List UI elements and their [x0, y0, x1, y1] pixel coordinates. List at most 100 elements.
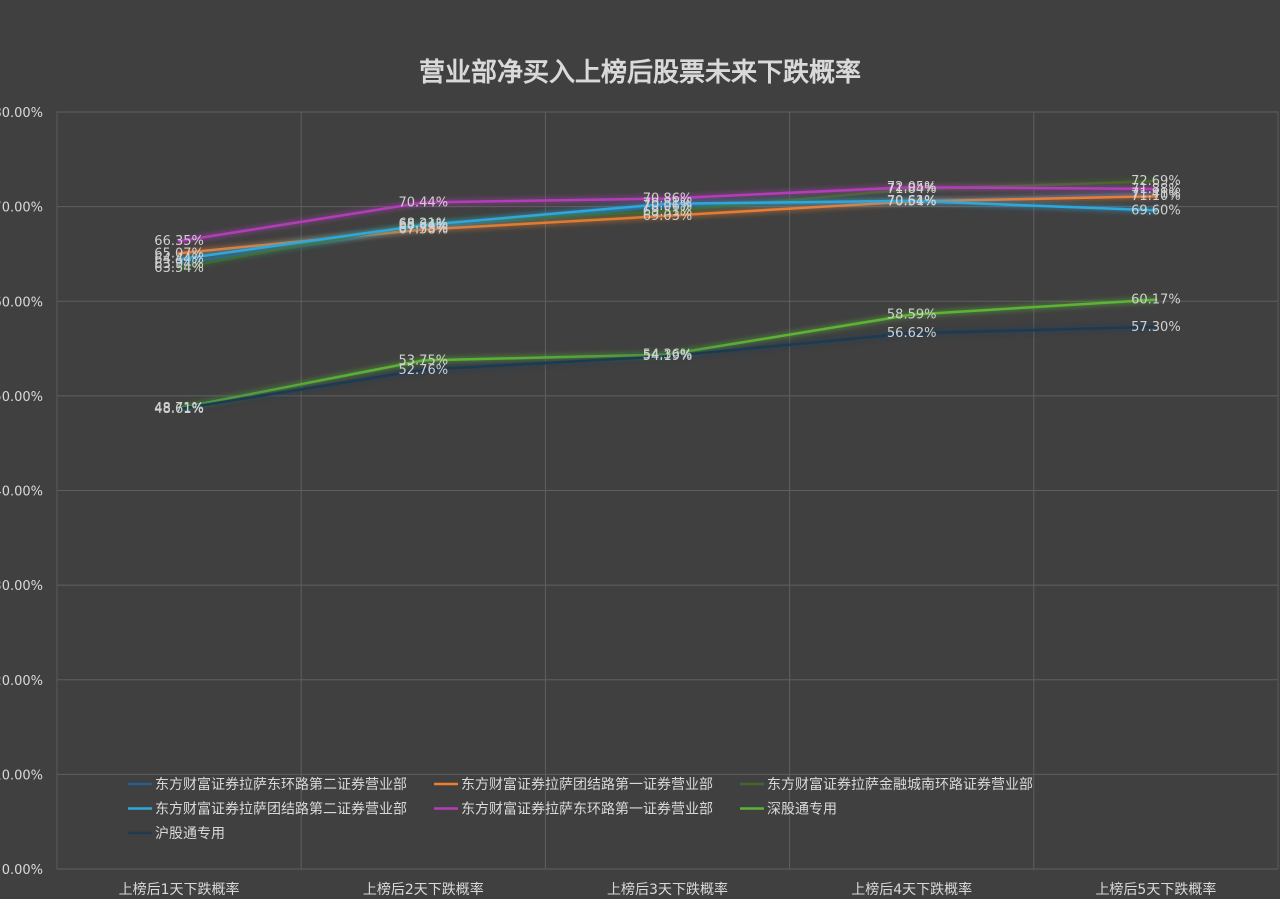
data-label: 56.62% [887, 326, 937, 341]
y-axis: 0.00% 10.00% 20.00% 30.00% 40.00% 50.00% 60.00… [0, 106, 43, 878]
legend-label: 东方财富证券拉萨团结路第二证券营业部 [155, 801, 407, 818]
data-point [421, 223, 425, 227]
y-tick-label: 10.00% [0, 768, 43, 783]
legend-label: 东方财富证券拉萨东环路第一证券营业部 [461, 801, 713, 818]
data-point [910, 185, 914, 189]
data-label: 72.05% [887, 180, 937, 195]
data-label: 53.75% [399, 353, 449, 368]
y-tick-label: 80.00% [0, 106, 43, 121]
data-point [1154, 191, 1158, 195]
data-label: 70.61% [887, 194, 937, 209]
data-point [910, 199, 914, 203]
legend-label: 东方财富证券拉萨东环路第二证券营业部 [155, 776, 407, 793]
data-label: 48.71% [154, 401, 204, 416]
legend-item[interactable]: 深股通专用 [740, 802, 837, 818]
data-label: 70.61% [887, 194, 937, 209]
legend-item[interactable]: 沪股通专用 [128, 826, 225, 842]
data-label: 68.64% [399, 218, 449, 233]
x-axis: 上榜后1天下跌概率 上榜后2天下跌概率 上榜后3天下跌概率 上榜后4天下跌概率 上榜后5… [119, 881, 1217, 898]
grid [56, 111, 1279, 870]
data-point [177, 239, 181, 243]
legend-item[interactable]: 东方财富证券拉萨东环路第一证券营业部 [434, 801, 713, 818]
data-point [1154, 187, 1158, 191]
data-label: 70.31% [643, 197, 693, 212]
y-tick-label: 0.00% [2, 863, 43, 878]
data-label: 71.10% [1131, 189, 1181, 204]
data-point [177, 266, 181, 270]
data-label: 68.21% [399, 217, 449, 232]
data-label: 70.54% [887, 195, 937, 210]
legend-label: 深股通专用 [767, 802, 837, 818]
data-label: 52.76% [399, 363, 449, 378]
data-label: 57.30% [1131, 320, 1181, 335]
data-point [421, 358, 425, 362]
series-group [177, 179, 1158, 411]
data-label: 65.07% [154, 246, 204, 261]
data-label: 71.88% [1131, 182, 1181, 197]
y-tick-label: 70.00% [0, 201, 43, 216]
data-point [910, 331, 914, 335]
data-point [421, 200, 425, 204]
legend: 东方财富证券拉萨东环路第二证券营业部 东方财富证券拉萨团结路第一证券营业部 东方财富… [128, 776, 1033, 842]
data-point [666, 214, 669, 218]
legend-label: 沪股通专用 [155, 826, 225, 842]
legend-item[interactable]: 东方财富证券拉萨团结路第二证券营业部 [128, 801, 407, 818]
data-label: 70.86% [643, 191, 693, 206]
x-tick-label: 上榜后4天下跌概率 [851, 881, 972, 898]
y-tick-label: 50.00% [0, 390, 43, 405]
data-point [666, 209, 669, 213]
y-tick-label: 30.00% [0, 579, 43, 594]
data-label: 71.41% [1131, 186, 1181, 201]
data-label: 71.84% [887, 182, 937, 197]
data-label: 70.44% [399, 195, 449, 210]
data-point [666, 202, 669, 206]
data-label: 72.69% [1131, 174, 1181, 189]
data-point [1154, 179, 1158, 183]
x-tick-label: 上榜后3天下跌概率 [607, 881, 728, 898]
data-point [177, 407, 181, 411]
data-label: 69.60% [1131, 203, 1181, 218]
y-tick-label: 40.00% [0, 485, 43, 500]
data-label: 70.06% [643, 199, 693, 214]
x-tick-label: 上榜后1天下跌概率 [119, 881, 240, 898]
chart-title: 营业部净买入上榜后股票未来下跌概率 [419, 57, 861, 88]
data-point [666, 196, 669, 200]
data-label: 63.54% [154, 261, 204, 276]
data-point [177, 257, 181, 261]
data-label: 58.59% [887, 308, 937, 323]
data-label: 54.36% [643, 348, 693, 363]
data-label: 48.61% [154, 402, 204, 417]
data-labels: 63.94% 67.73% 70.06% 70.61% 71.41% 65.07% 67.5… [154, 174, 1180, 417]
data-point [666, 354, 669, 358]
data-point [421, 368, 425, 372]
data-point [910, 313, 914, 317]
series-line [178, 325, 1156, 411]
data-point [177, 251, 181, 255]
y-tick-label: 20.00% [0, 674, 43, 689]
data-label: 67.58% [399, 223, 449, 238]
data-point [1154, 194, 1158, 198]
legend-label: 东方财富证券拉萨团结路第一证券营业部 [461, 776, 713, 793]
data-label: 66.35% [154, 234, 204, 249]
data-point [177, 262, 181, 266]
data-label: 54.19% [643, 349, 693, 364]
legend-item[interactable]: 东方财富证券拉萨团结路第一证券营业部 [434, 776, 713, 793]
data-label: 60.17% [1131, 293, 1181, 308]
data-point [421, 228, 425, 232]
data-label: 69.51% [643, 204, 693, 219]
x-tick-label: 上榜后5天下跌概率 [1095, 881, 1216, 898]
x-tick-label: 上榜后2天下跌概率 [363, 881, 484, 898]
data-point [1154, 208, 1158, 212]
legend-item[interactable]: 东方财富证券拉萨金融城南环路证券营业部 [740, 776, 1033, 793]
legend-item[interactable]: 东方财富证券拉萨东环路第二证券营业部 [128, 776, 407, 793]
data-label: 67.73% [399, 221, 449, 236]
data-label: 64.44% [154, 252, 204, 267]
legend-label: 东方财富证券拉萨金融城南环路证券营业部 [767, 776, 1033, 793]
data-point [666, 204, 669, 208]
data-label: 69.03% [643, 209, 693, 224]
data-point [1154, 325, 1158, 329]
y-tick-label: 60.00% [0, 295, 43, 310]
data-point [1154, 298, 1158, 302]
